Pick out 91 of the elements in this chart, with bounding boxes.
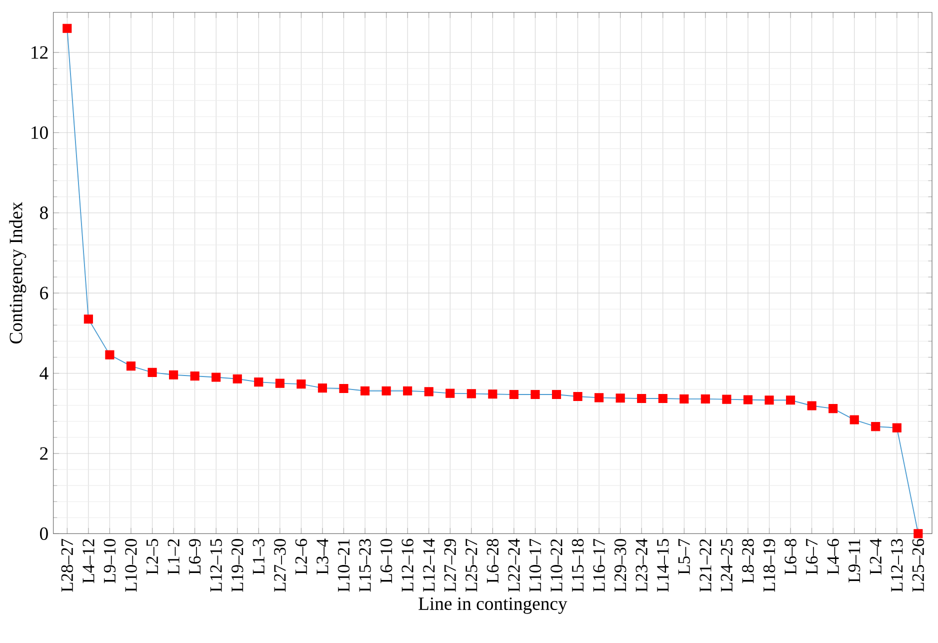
point <box>850 415 859 424</box>
x-tick-label: L16–17 <box>593 538 605 592</box>
point <box>466 389 476 398</box>
x-tick-label: L14–15 <box>657 539 669 592</box>
point <box>743 395 753 404</box>
x-axis-title: Line in contingency <box>418 597 568 614</box>
point <box>62 24 72 33</box>
y-tick-label: 8 <box>40 206 48 220</box>
point <box>275 378 284 388</box>
x-tick-label: L27–30 <box>274 539 286 592</box>
x-tick-label: L28–27 <box>61 538 74 592</box>
point <box>530 390 540 400</box>
x-tick-label: L25–26 <box>912 538 924 592</box>
y-axis-title: Contingency Index <box>9 202 26 344</box>
point <box>488 390 498 399</box>
x-tick-label: L6–9 <box>188 539 201 574</box>
x-tick-label: L6–28 <box>486 539 499 584</box>
point <box>169 370 178 380</box>
x-tick-label: L1–2 <box>168 539 180 574</box>
point <box>573 392 582 402</box>
x-tick-label: L27–29 <box>444 539 456 592</box>
x-tick-label: L12–13 <box>891 539 903 592</box>
point <box>232 374 242 384</box>
point <box>552 390 562 400</box>
x-tick-label: L18–19 <box>763 539 776 592</box>
x-tick-label: L29–30 <box>614 539 626 592</box>
x-tick-label: L3–4 <box>316 538 328 574</box>
x-tick-label: L2–6 <box>295 538 308 574</box>
y-tick-label: 10 <box>32 126 48 139</box>
point <box>105 350 114 360</box>
point <box>360 386 370 396</box>
point <box>700 394 710 404</box>
point <box>296 380 306 389</box>
point <box>637 394 646 404</box>
y-tick-label: 12 <box>32 46 48 59</box>
x-tick-label: L15–18 <box>572 539 584 592</box>
x-tick-label: L8–28 <box>742 539 754 584</box>
point <box>318 384 328 393</box>
x-tick-label: L12–16 <box>402 538 414 592</box>
y-tick-label: 2 <box>40 447 48 460</box>
point <box>594 393 604 402</box>
point <box>190 372 200 381</box>
x-tick-label: L10–20 <box>125 539 137 592</box>
y-tick-label: 0 <box>40 527 48 540</box>
x-tick-label: L5–7 <box>678 538 690 574</box>
point <box>764 396 774 405</box>
point <box>828 404 838 414</box>
point <box>616 394 625 403</box>
point <box>254 378 264 387</box>
point <box>722 394 732 404</box>
x-tick-label: L10–22 <box>550 539 562 592</box>
x-tick-label: L23–24 <box>636 538 648 592</box>
point <box>871 422 880 432</box>
point <box>914 529 923 538</box>
x-tick-label: L21–22 <box>700 539 712 592</box>
x-tick-label: L12–15 <box>210 539 222 592</box>
x-tick-label: L6–7 <box>806 538 818 574</box>
point <box>509 390 518 400</box>
point <box>424 387 434 396</box>
point <box>126 362 136 371</box>
point <box>446 388 455 398</box>
x-tick-label: L9–11 <box>848 539 860 582</box>
point <box>382 386 391 396</box>
point <box>680 394 689 404</box>
point <box>339 384 348 394</box>
x-tick-label: L1–3 <box>252 539 264 574</box>
point <box>84 314 93 324</box>
x-tick-label: L4–12 <box>82 539 94 584</box>
x-tick-label: L6–10 <box>380 539 392 584</box>
x-tick-label: L2–4 <box>870 538 882 574</box>
x-tick-label: L10–21 <box>338 539 350 592</box>
point <box>148 368 157 377</box>
x-tick-label: L6–8 <box>784 539 796 574</box>
point <box>786 396 796 405</box>
point <box>807 401 816 410</box>
point <box>892 423 902 432</box>
x-tick-label: L10–17 <box>529 538 542 592</box>
y-tick-label: 6 <box>40 286 48 300</box>
point <box>403 386 412 396</box>
x-tick-label: L15–23 <box>359 539 371 592</box>
x-tick-label: L2–5 <box>146 539 158 574</box>
x-tick-label: L24–25 <box>720 539 733 592</box>
x-tick-label: L4–6 <box>827 538 839 574</box>
x-tick-label: L19–20 <box>232 539 244 592</box>
point <box>212 372 221 382</box>
y-tick-label: 4 <box>40 367 48 380</box>
x-tick-label: L22–24 <box>508 538 520 592</box>
point <box>658 394 668 404</box>
x-tick-label: L25–27 <box>466 538 478 592</box>
x-tick-label: L12–14 <box>423 538 435 592</box>
x-tick-label: L9–10 <box>104 539 116 584</box>
